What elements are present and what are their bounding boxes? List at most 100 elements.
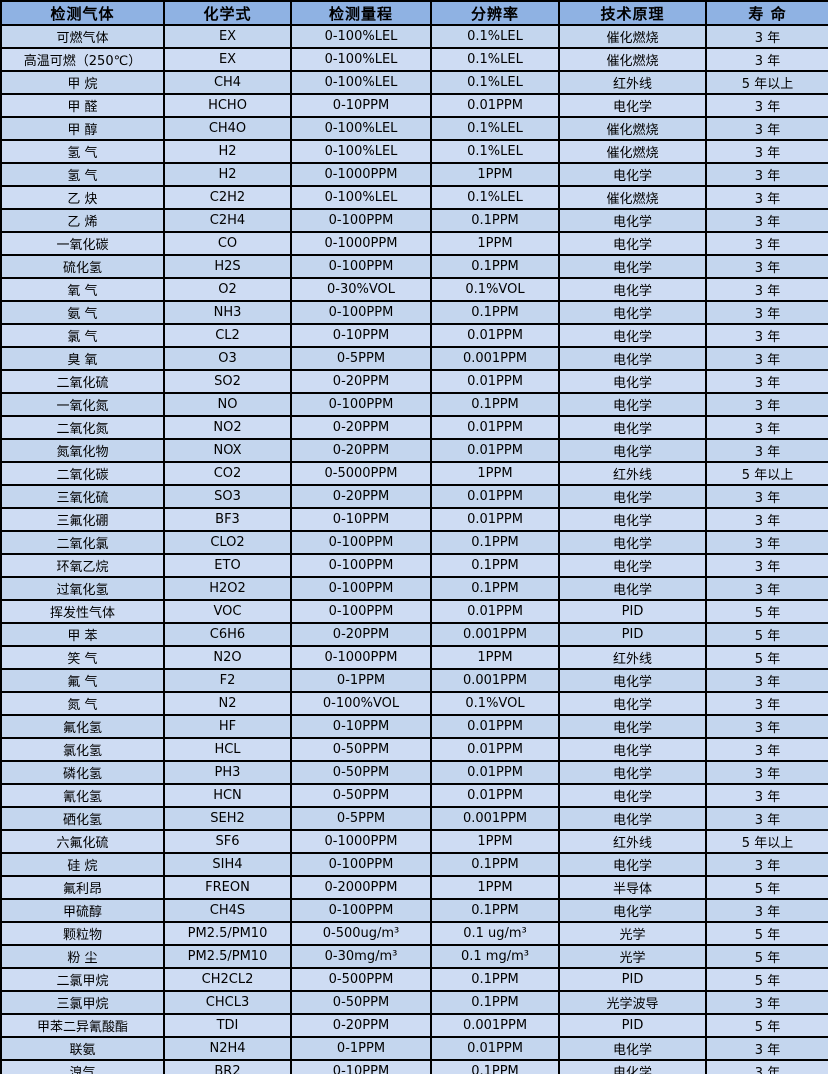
table-row: 硅 烷 SIH4 0-100PPM 0.1PPM 电化学 3 年 <box>0 852 828 877</box>
cell-chemical-formula: SO2 <box>163 369 292 394</box>
cell-chemical-formula: H2 <box>163 139 292 164</box>
cell-detection-range: 0-20PPM <box>290 415 432 440</box>
cell-detection-range: 0-10PPM <box>290 323 432 348</box>
cell-lifespan: 3 年 <box>705 254 828 279</box>
table-row: 二氧化氯 CLO2 0-100PPM 0.1PPM 电化学 3 年 <box>0 530 828 555</box>
cell-resolution: 0.001PPM <box>430 346 560 371</box>
table-row: 三氧化硫 SO3 0-20PPM 0.01PPM 电化学 3 年 <box>0 484 828 509</box>
cell-resolution: 0.01PPM <box>430 369 560 394</box>
cell-resolution: 0.01PPM <box>430 484 560 509</box>
cell-technology: 半导体 <box>558 875 707 900</box>
cell-technology: 电化学 <box>558 737 707 762</box>
cell-technology: 电化学 <box>558 300 707 325</box>
table-row: 三氟化硼 BF3 0-10PPM 0.01PPM 电化学 3 年 <box>0 507 828 532</box>
cell-technology: 催化燃烧 <box>558 24 707 49</box>
cell-chemical-formula: FREON <box>163 875 292 900</box>
cell-chemical-formula: SIH4 <box>163 852 292 877</box>
cell-lifespan: 3 年 <box>705 484 828 509</box>
cell-resolution: 0.1PPM <box>430 392 560 417</box>
cell-gas-name: 联氨 <box>0 1036 165 1061</box>
cell-resolution: 0.001PPM <box>430 1013 560 1038</box>
cell-gas-name: 挥发性气体 <box>0 599 165 624</box>
cell-lifespan: 3 年 <box>705 668 828 693</box>
cell-lifespan: 3 年 <box>705 438 828 463</box>
cell-gas-name: 氟 气 <box>0 668 165 693</box>
cell-detection-range: 0-10PPM <box>290 714 432 739</box>
cell-chemical-formula: NO <box>163 392 292 417</box>
column-header-chemical-formula: 化学式 <box>163 0 292 26</box>
cell-lifespan: 3 年 <box>705 553 828 578</box>
cell-technology: 电化学 <box>558 806 707 831</box>
cell-resolution: 0.1%LEL <box>430 47 560 72</box>
table-row: 颗粒物 PM2.5/PM10 0-500ug/m³ 0.1 ug/m³ 光学 5 年 <box>0 921 828 946</box>
table-body: 可燃气体 EX 0-100%LEL 0.1%LEL 催化燃烧 3 年高温可燃（250℃） E… <box>0 24 828 1074</box>
cell-technology: 电化学 <box>558 231 707 256</box>
cell-resolution: 0.1PPM <box>430 553 560 578</box>
cell-lifespan: 3 年 <box>705 392 828 417</box>
cell-technology: 电化学 <box>558 484 707 509</box>
cell-resolution: 0.01PPM <box>430 507 560 532</box>
cell-detection-range: 0-20PPM <box>290 1013 432 1038</box>
cell-chemical-formula: BR2 <box>163 1059 292 1074</box>
cell-chemical-formula: CH2CL2 <box>163 967 292 992</box>
cell-technology: 电化学 <box>558 369 707 394</box>
cell-detection-range: 0-50PPM <box>290 737 432 762</box>
cell-gas-name: 二氧化硫 <box>0 369 165 394</box>
cell-chemical-formula: CLO2 <box>163 530 292 555</box>
cell-chemical-formula: C2H4 <box>163 208 292 233</box>
cell-technology: 电化学 <box>558 576 707 601</box>
table-row: 三氯甲烷 CHCL3 0-50PPM 0.1PPM 光学波导 3 年 <box>0 990 828 1015</box>
cell-lifespan: 3 年 <box>705 185 828 210</box>
cell-lifespan: 3 年 <box>705 898 828 923</box>
cell-lifespan: 5 年 <box>705 921 828 946</box>
table-row: 磷化氢 PH3 0-50PPM 0.01PPM 电化学 3 年 <box>0 760 828 785</box>
table-row: 溴气 BR2 0-10PPM 0.1PPM 电化学 3 年 <box>0 1059 828 1074</box>
cell-technology: 光学 <box>558 921 707 946</box>
table-row: 氨 气 NH3 0-100PPM 0.1PPM 电化学 3 年 <box>0 300 828 325</box>
cell-resolution: 1PPM <box>430 645 560 670</box>
cell-resolution: 0.01PPM <box>430 415 560 440</box>
table-row: 氮氧化物 NOX 0-20PPM 0.01PPM 电化学 3 年 <box>0 438 828 463</box>
cell-gas-name: 二氧化氮 <box>0 415 165 440</box>
column-header-detection-range: 检测量程 <box>290 0 432 26</box>
cell-lifespan: 3 年 <box>705 714 828 739</box>
cell-gas-name: 氢 气 <box>0 139 165 164</box>
cell-chemical-formula: VOC <box>163 599 292 624</box>
table-row: 氧 气 O2 0-30%VOL 0.1%VOL 电化学 3 年 <box>0 277 828 302</box>
table-row: 氢 气 H2 0-100%LEL 0.1%LEL 催化燃烧 3 年 <box>0 139 828 164</box>
cell-gas-name: 乙 烯 <box>0 208 165 233</box>
cell-technology: 红外线 <box>558 70 707 95</box>
cell-resolution: 0.001PPM <box>430 668 560 693</box>
cell-chemical-formula: SEH2 <box>163 806 292 831</box>
cell-technology: 电化学 <box>558 254 707 279</box>
cell-chemical-formula: BF3 <box>163 507 292 532</box>
cell-resolution: 0.01PPM <box>430 93 560 118</box>
table-row: 可燃气体 EX 0-100%LEL 0.1%LEL 催化燃烧 3 年 <box>0 24 828 49</box>
cell-gas-name: 甲苯二异氰酸酯 <box>0 1013 165 1038</box>
cell-resolution: 0.01PPM <box>430 1036 560 1061</box>
cell-detection-range: 0-100PPM <box>290 530 432 555</box>
table-row: 乙 炔 C2H2 0-100%LEL 0.1%LEL 催化燃烧 3 年 <box>0 185 828 210</box>
cell-gas-name: 环氧乙烷 <box>0 553 165 578</box>
cell-lifespan: 3 年 <box>705 300 828 325</box>
cell-detection-range: 0-100PPM <box>290 599 432 624</box>
cell-lifespan: 3 年 <box>705 93 828 118</box>
table-row: 甲 醇 CH4O 0-100%LEL 0.1%LEL 催化燃烧 3 年 <box>0 116 828 141</box>
table-row: 甲 烷 CH4 0-100%LEL 0.1%LEL 红外线 5 年以上 <box>0 70 828 95</box>
table-row: 二氧化氮 NO2 0-20PPM 0.01PPM 电化学 3 年 <box>0 415 828 440</box>
table-row: 六氟化硫 SF6 0-1000PPM 1PPM 红外线 5 年以上 <box>0 829 828 854</box>
cell-resolution: 1PPM <box>430 162 560 187</box>
cell-technology: 电化学 <box>558 392 707 417</box>
cell-technology: PID <box>558 1013 707 1038</box>
cell-gas-name: 磷化氢 <box>0 760 165 785</box>
cell-gas-name: 三氯甲烷 <box>0 990 165 1015</box>
cell-lifespan: 3 年 <box>705 116 828 141</box>
cell-detection-range: 0-20PPM <box>290 622 432 647</box>
cell-lifespan: 3 年 <box>705 783 828 808</box>
table-row: 氯 气 CL2 0-10PPM 0.01PPM 电化学 3 年 <box>0 323 828 348</box>
cell-gas-name: 过氧化氢 <box>0 576 165 601</box>
table-row: 乙 烯 C2H4 0-100PPM 0.1PPM 电化学 3 年 <box>0 208 828 233</box>
cell-lifespan: 3 年 <box>705 691 828 716</box>
